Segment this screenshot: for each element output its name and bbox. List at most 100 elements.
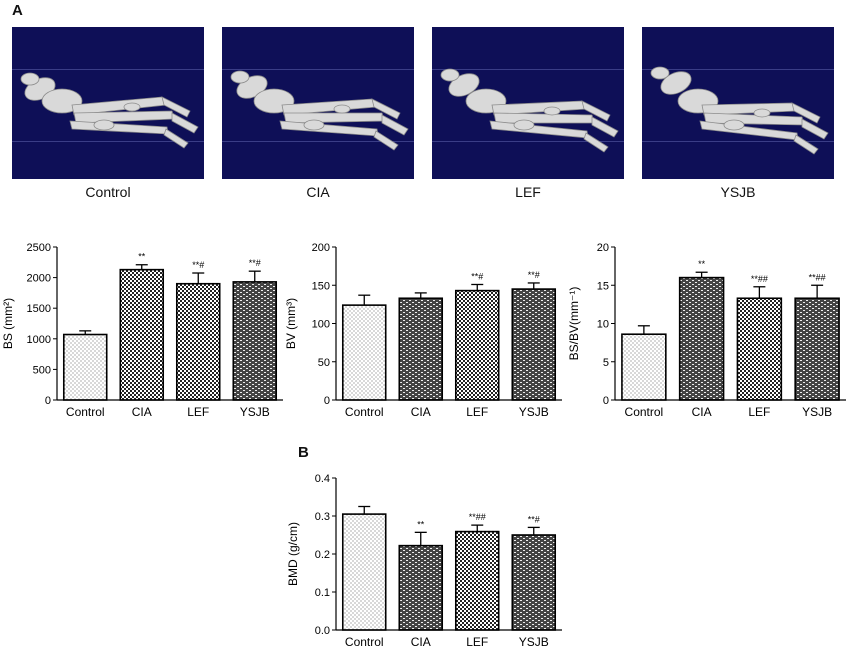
chart-bsbv: BS/BV(mm⁻¹) 0 5 10 15 20 Control ** CIA **## LEF **… [567,242,846,419]
y-tick-label: 2000 [27,273,51,285]
scan-guide-line [432,141,624,142]
bone-shape [801,118,829,140]
significance-label: **# [192,260,204,270]
scan-guide-line [222,69,414,70]
bone-shape [373,130,399,151]
scan-guide-line [432,69,624,70]
bone-shape [440,68,460,82]
x-tick-label: CIA [411,635,431,649]
bone-shape [371,98,401,120]
y-tick-label: 10 [597,319,609,331]
x-tick-label: YSJB [519,635,549,649]
y-tick-label: 0.1 [315,587,330,599]
y-tick-label: 20 [597,242,609,254]
x-tick-label: YSJB [802,405,832,419]
bone-shape [660,71,692,95]
significance-label: **# [528,514,540,524]
x-tick-label: LEF [466,405,488,419]
bone-shape [279,120,379,137]
y-axis-label: BS/BV(mm⁻¹) [567,287,581,361]
bar [794,297,840,401]
scan-guide-line [12,69,204,70]
scan-label-ysjb: YSJB [720,184,756,200]
y-tick-label: 0.0 [315,625,330,637]
micro-ct-scan-lef [432,27,624,179]
bar [621,333,667,401]
significance-label: **## [809,272,826,282]
y-tick-label: 100 [312,319,330,331]
bone-shape [650,66,670,80]
bone-shape [591,116,619,138]
panel-letter-b: B [298,444,309,461]
bone-shape [230,70,250,84]
y-tick-label: 2500 [27,242,51,254]
bone-shape [581,100,611,122]
bone-shape [381,114,409,136]
bone-shape [723,119,745,131]
bar [398,544,444,631]
significance-label: ** [138,252,146,262]
bar [511,534,557,631]
x-tick-label: LEF [187,405,209,419]
x-tick-label: CIA [132,405,152,419]
y-tick-label: 50 [318,357,330,369]
y-tick-label: 5 [603,357,609,369]
foot-bones-graphic [650,66,829,155]
significance-label: ** [417,519,425,529]
y-axis-label: BMD (g/cm) [286,522,300,586]
panel-letter-a: A [12,2,23,19]
bar [454,530,500,631]
bone-shape [73,110,175,124]
bone-shape [93,119,115,131]
x-tick-label: Control [345,405,384,419]
x-tick-label: LEF [748,405,770,419]
bone-shape [489,120,589,139]
micro-ct-scan-control [12,27,204,179]
y-tick-label: 0.3 [315,511,330,523]
bone-shape [791,102,821,124]
significance-label: ** [698,259,706,269]
bar [341,513,387,631]
scan-guide-line [642,69,834,70]
significance-label: **# [471,271,483,281]
bone-shape [283,112,385,124]
bone-shape [583,132,609,153]
x-tick-label: CIA [411,405,431,419]
bar [119,268,165,401]
bone-shape [753,108,771,118]
foot-bones-graphic [440,68,619,153]
y-tick-label: 500 [33,364,51,376]
x-tick-label: YSJB [519,405,549,419]
y-axis-label: BV (mm³) [284,298,298,349]
y-tick-label: 0 [324,395,330,407]
scan-label-control: Control [85,184,131,200]
y-tick-label: 1000 [27,334,51,346]
micro-ct-scan-ysjb [642,27,834,179]
x-tick-label: Control [625,405,664,419]
significance-label: **# [528,270,540,280]
significance-label: **# [249,258,261,268]
x-tick-label: Control [66,405,105,419]
y-tick-label: 200 [312,242,330,254]
scan-guide-line [12,141,204,142]
x-tick-label: Control [345,635,384,649]
bar [678,276,725,401]
bar [62,333,108,401]
bone-shape [20,72,40,86]
bone-shape [123,102,141,112]
bone-shape [543,106,561,116]
micro-ct-scan-cia [222,27,414,179]
y-axis-label: BS (mm²) [1,298,15,349]
scan-label-lef: LEF [515,184,541,200]
scan-guide-line [642,141,834,142]
foot-bones-graphic [230,70,409,151]
chart-bmd: BMD (g/cm) 0.0 0.1 0.2 0.3 0.4 Control ** CIA **#… [286,473,562,649]
bone-shape [793,134,819,155]
bone-shape [333,104,351,114]
bone-shape [303,119,325,131]
bone-shape [161,96,191,118]
y-tick-label: 0 [603,395,609,407]
y-tick-label: 0.2 [315,549,330,561]
significance-label: **## [469,512,486,522]
significance-label: **## [751,274,768,284]
